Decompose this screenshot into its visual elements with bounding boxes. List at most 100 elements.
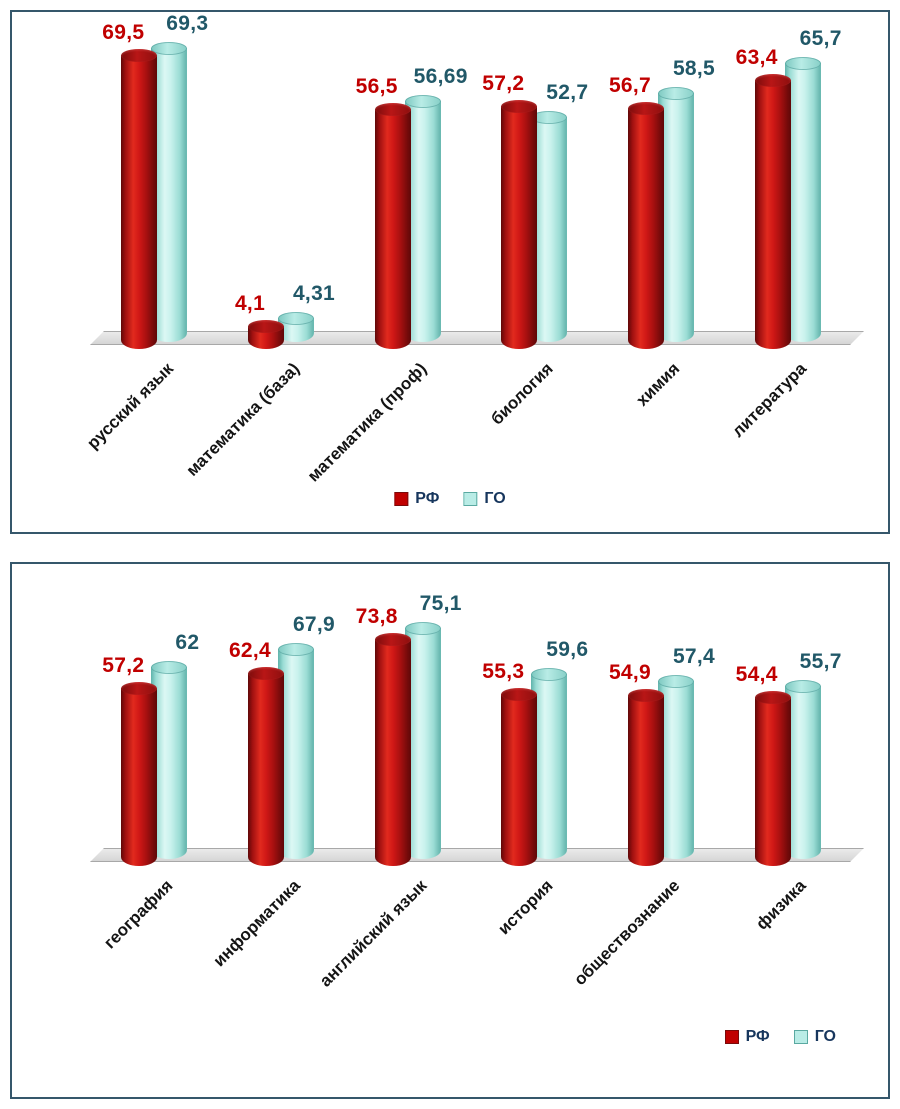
bar-body: [501, 105, 538, 349]
value-label-go: 58,5: [672, 57, 716, 81]
bar-go: [784, 679, 821, 859]
bar-go: [278, 643, 314, 859]
bar-body: [404, 627, 441, 859]
bar-go: [784, 57, 821, 342]
category-label: история: [494, 876, 557, 939]
bar-top-ellipse: [278, 643, 314, 657]
bar-top-ellipse: [501, 99, 538, 113]
bar-body: [754, 79, 791, 349]
top-chart-panel: 69,5 69,3 русский язык 4,1 4,31 математика (б…: [10, 10, 890, 534]
bar-go: [278, 312, 314, 342]
category-label: математика (проф): [303, 359, 431, 486]
value-label-rf: 56,5: [355, 74, 398, 98]
bar-top-ellipse: [658, 87, 694, 101]
bar-top-ellipse: [628, 689, 664, 703]
bar-go: [404, 621, 441, 859]
value-label-go: 57,4: [672, 644, 716, 668]
bar-body: [404, 100, 441, 342]
legend-label: ГО: [484, 490, 506, 507]
value-label-rf: 57,2: [102, 654, 145, 678]
bar-go: [658, 87, 694, 342]
bar-body: [754, 696, 791, 866]
bar-body: [784, 685, 821, 859]
value-label-rf: 73,8: [355, 604, 398, 628]
bar-rf: [121, 682, 158, 866]
bar-top-ellipse: [531, 111, 568, 125]
bar-top-ellipse: [151, 42, 188, 56]
bar-go: [531, 668, 568, 859]
category-label: математика (база): [182, 359, 304, 480]
bar-top-ellipse: [404, 94, 441, 108]
category-label: физика: [752, 876, 811, 934]
category-label: обществознание: [570, 876, 684, 990]
bar-body: [658, 93, 694, 342]
value-label-rf: 56,7: [608, 73, 652, 97]
bar-top-ellipse: [151, 661, 188, 674]
bar-body: [501, 694, 538, 866]
legend: РФ ГО: [394, 490, 506, 508]
bar-body: [784, 63, 821, 342]
legend-label: РФ: [745, 1028, 770, 1045]
bottom-chart-plot: 57,2 62 география 62,4 67,9 информатика 73,8 75…: [12, 564, 888, 1097]
value-label-go: 52,7: [546, 81, 589, 105]
value-label-rf: 69,5: [102, 20, 145, 44]
legend-item: РФ: [724, 1028, 770, 1046]
value-label-go: 65,7: [799, 27, 842, 51]
bar-rf: [501, 99, 538, 349]
value-label-rf: 57,2: [482, 71, 525, 95]
bar-top-ellipse: [658, 674, 694, 688]
bar-top-ellipse: [121, 48, 158, 62]
value-label-rf: 55,3: [482, 660, 525, 684]
bar-rf: [754, 73, 791, 349]
chart-floor: [90, 331, 864, 345]
bar-go: [151, 661, 188, 859]
value-label-go: 69,3: [166, 12, 209, 36]
category-label: английский язык: [315, 876, 431, 991]
bar-body: [248, 672, 284, 866]
legend-swatch: [793, 1030, 808, 1044]
bar-body: [121, 54, 158, 349]
bar-top-ellipse: [278, 312, 314, 326]
bar-go: [531, 111, 568, 342]
bar-body: [658, 680, 694, 859]
bar-body: [374, 638, 411, 866]
bar-go: [404, 94, 441, 342]
category-label: литература: [728, 359, 811, 441]
bar-rf: [628, 101, 664, 349]
bar-top-ellipse: [754, 690, 791, 704]
bar-body: [278, 649, 314, 859]
bar-body: [531, 117, 568, 342]
value-label-rf: 4,1: [234, 291, 266, 315]
value-label-rf: 63,4: [735, 45, 778, 69]
bar-go: [151, 42, 188, 342]
legend-swatch: [394, 492, 409, 506]
bar-body: [628, 107, 664, 349]
bar-body: [151, 48, 188, 342]
bar-top-ellipse: [121, 682, 158, 696]
bar-body: [628, 695, 664, 866]
value-label-go: 4,31: [292, 282, 336, 306]
chart-floor: [90, 848, 864, 862]
category-label: химия: [632, 359, 684, 410]
bar-top-ellipse: [248, 319, 284, 333]
bottom-chart-panel: 57,2 62 география 62,4 67,9 информатика 73,8 75…: [10, 562, 890, 1099]
legend-label: РФ: [415, 490, 440, 507]
category-label: география: [100, 876, 177, 953]
category-label: информатика: [209, 876, 304, 971]
value-label-rf: 62,4: [228, 638, 272, 662]
bar-top-ellipse: [374, 632, 411, 646]
bar-rf: [374, 102, 411, 349]
top-chart-plot: 69,5 69,3 русский язык 4,1 4,31 математика (б…: [12, 12, 888, 532]
bar-rf: [628, 689, 664, 866]
legend-swatch: [463, 492, 478, 506]
value-label-go: 67,9: [292, 613, 336, 637]
legend-item: ГО: [793, 1028, 836, 1046]
value-label-go: 59,6: [546, 638, 589, 662]
bar-top-ellipse: [628, 101, 664, 115]
bar-rf: [248, 666, 284, 866]
bar-top-ellipse: [501, 688, 538, 702]
bar-rf: [121, 48, 158, 349]
bar-body: [151, 667, 188, 859]
value-label-rf: 54,9: [608, 661, 652, 685]
bar-rf: [374, 632, 411, 866]
